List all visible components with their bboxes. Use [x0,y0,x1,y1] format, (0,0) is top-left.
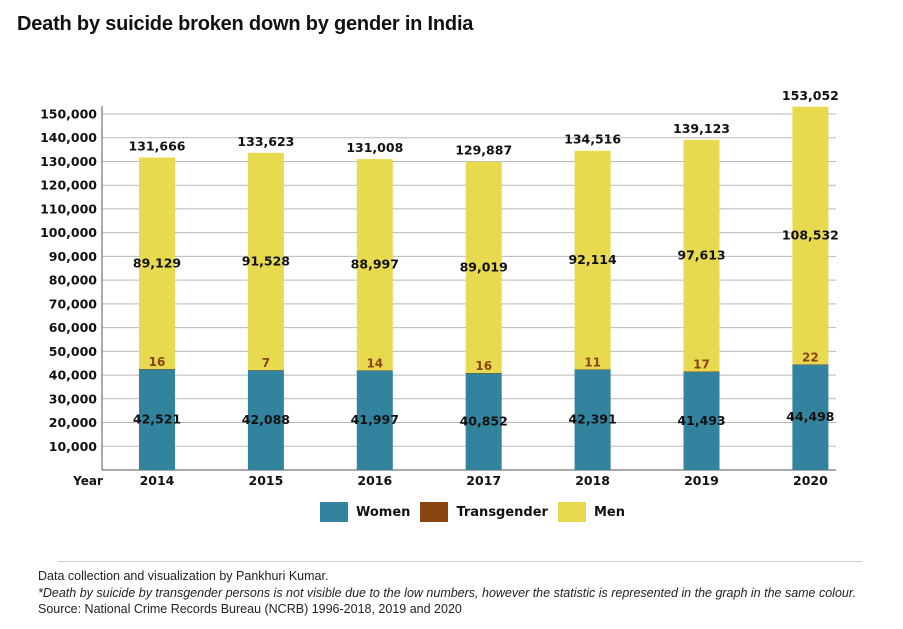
data-label-total: 133,623 [237,134,294,149]
data-label-men: 89,129 [133,255,181,270]
legend-swatch-men [557,502,586,522]
legend-swatch-women [320,502,348,522]
y-tick-label: 80,000 [49,273,98,288]
bar-women-2015 [247,370,284,470]
x-tick-label: 2020 [793,473,828,488]
data-label-total: 131,666 [129,139,186,154]
legend-item-men: Men [557,502,625,522]
bar-women-2018 [574,369,611,470]
data-label-total: 153,052 [782,88,839,103]
bar-men-2019 [683,139,720,372]
bar-transgender-2016 [356,370,393,371]
legend-label-transgender: Transgender [456,504,548,520]
data-label-men: 89,019 [460,259,508,274]
bar-transgender-2018 [574,369,611,370]
data-label-men: 108,532 [782,228,839,243]
bar-women-2020 [792,364,829,470]
legend-item-women: Women [320,502,410,522]
bar-men-2017 [465,161,502,374]
y-tick-label: 60,000 [49,320,98,335]
bar-transgender-2014 [139,369,175,370]
bar-transgender-2015 [247,370,284,371]
data-label-transgender: 22 [802,350,819,364]
y-tick-label: 50,000 [49,344,98,359]
bar-men-2018 [574,150,611,370]
data-label-transgender: 14 [366,356,383,370]
data-label-total: 129,887 [455,143,512,158]
data-label-women: 42,391 [568,412,616,427]
x-tick-label: 2015 [249,473,284,488]
y-tick-label: 100,000 [40,225,97,240]
y-tick-label: 30,000 [49,391,98,406]
bar-women-2017 [465,373,502,470]
y-tick-label: 70,000 [49,296,98,311]
credit-text: Data collection and visualization by Pan… [38,569,329,583]
bar-women-2016 [356,370,393,470]
y-tick-label: 150,000 [40,107,97,122]
data-label-women: 44,498 [786,409,834,424]
chart-legend: Women Transgender Men [320,502,635,522]
data-label-total: 139,123 [673,121,730,136]
stacked-bar-chart: 10,000 20,000 30,000 40,000 50,000 60,000 70,0… [40,88,839,488]
x-tick-label: 2016 [357,473,392,488]
bar-men-2020 [792,106,829,365]
bar-transgender-2017 [465,373,502,374]
y-tick-label: 90,000 [49,249,98,264]
bar-men-2016 [356,159,393,371]
y-tick-label: 140,000 [40,130,97,145]
x-tick-label: 2019 [684,473,719,488]
data-label-transgender: 11 [584,355,601,369]
chart-footer: Data collection and visualization by Pan… [38,568,856,618]
footnote-text: *Death by suicide by transgender persons… [38,585,857,600]
data-label-transgender: 17 [693,358,710,372]
source-text: Source: National Crime Records Bureau (N… [38,602,462,616]
y-tick-label: 130,000 [40,154,97,169]
y-tick-label: 110,000 [40,201,97,216]
data-label-women: 42,088 [242,412,290,427]
x-axis-title: Year [72,474,103,488]
footer-divider [58,561,862,562]
legend-item-transgender: Transgender [420,502,548,522]
data-label-total: 131,008 [346,140,403,155]
data-label-men: 88,997 [351,257,399,272]
legend-label-men: Men [593,504,625,520]
data-label-women: 42,521 [133,412,181,427]
bar-transgender-2019 [683,371,720,372]
bar-transgender-2020 [792,364,829,365]
bar-men-2014 [139,157,175,370]
data-label-men: 92,114 [568,252,617,267]
data-label-men: 97,613 [677,248,725,263]
bar-women-2019 [683,371,720,470]
x-tick-label: 2018 [575,473,610,488]
data-label-transgender: 16 [475,359,492,373]
y-tick-label: 40,000 [49,368,98,383]
data-label-total: 134,516 [564,132,621,147]
data-label-transgender: 16 [149,355,166,369]
data-label-transgender: 7 [262,356,270,370]
bar-women-2014 [139,369,175,470]
y-tick-label: 10,000 [49,439,98,454]
chart-title: Death by suicide broken down by gender i… [17,13,474,35]
legend-swatch-transgender [420,502,449,522]
y-tick-label: 20,000 [49,415,98,430]
x-tick-label: 2014 [140,473,175,488]
data-label-women: 41,493 [677,413,725,428]
data-label-women: 41,997 [351,412,399,427]
legend-label-women: Women [356,504,411,520]
bar-men-2015 [247,152,284,371]
y-tick-label: 120,000 [40,178,97,193]
data-label-men: 91,528 [242,253,290,268]
data-label-women: 40,852 [460,414,508,429]
x-tick-label: 2017 [466,473,501,488]
